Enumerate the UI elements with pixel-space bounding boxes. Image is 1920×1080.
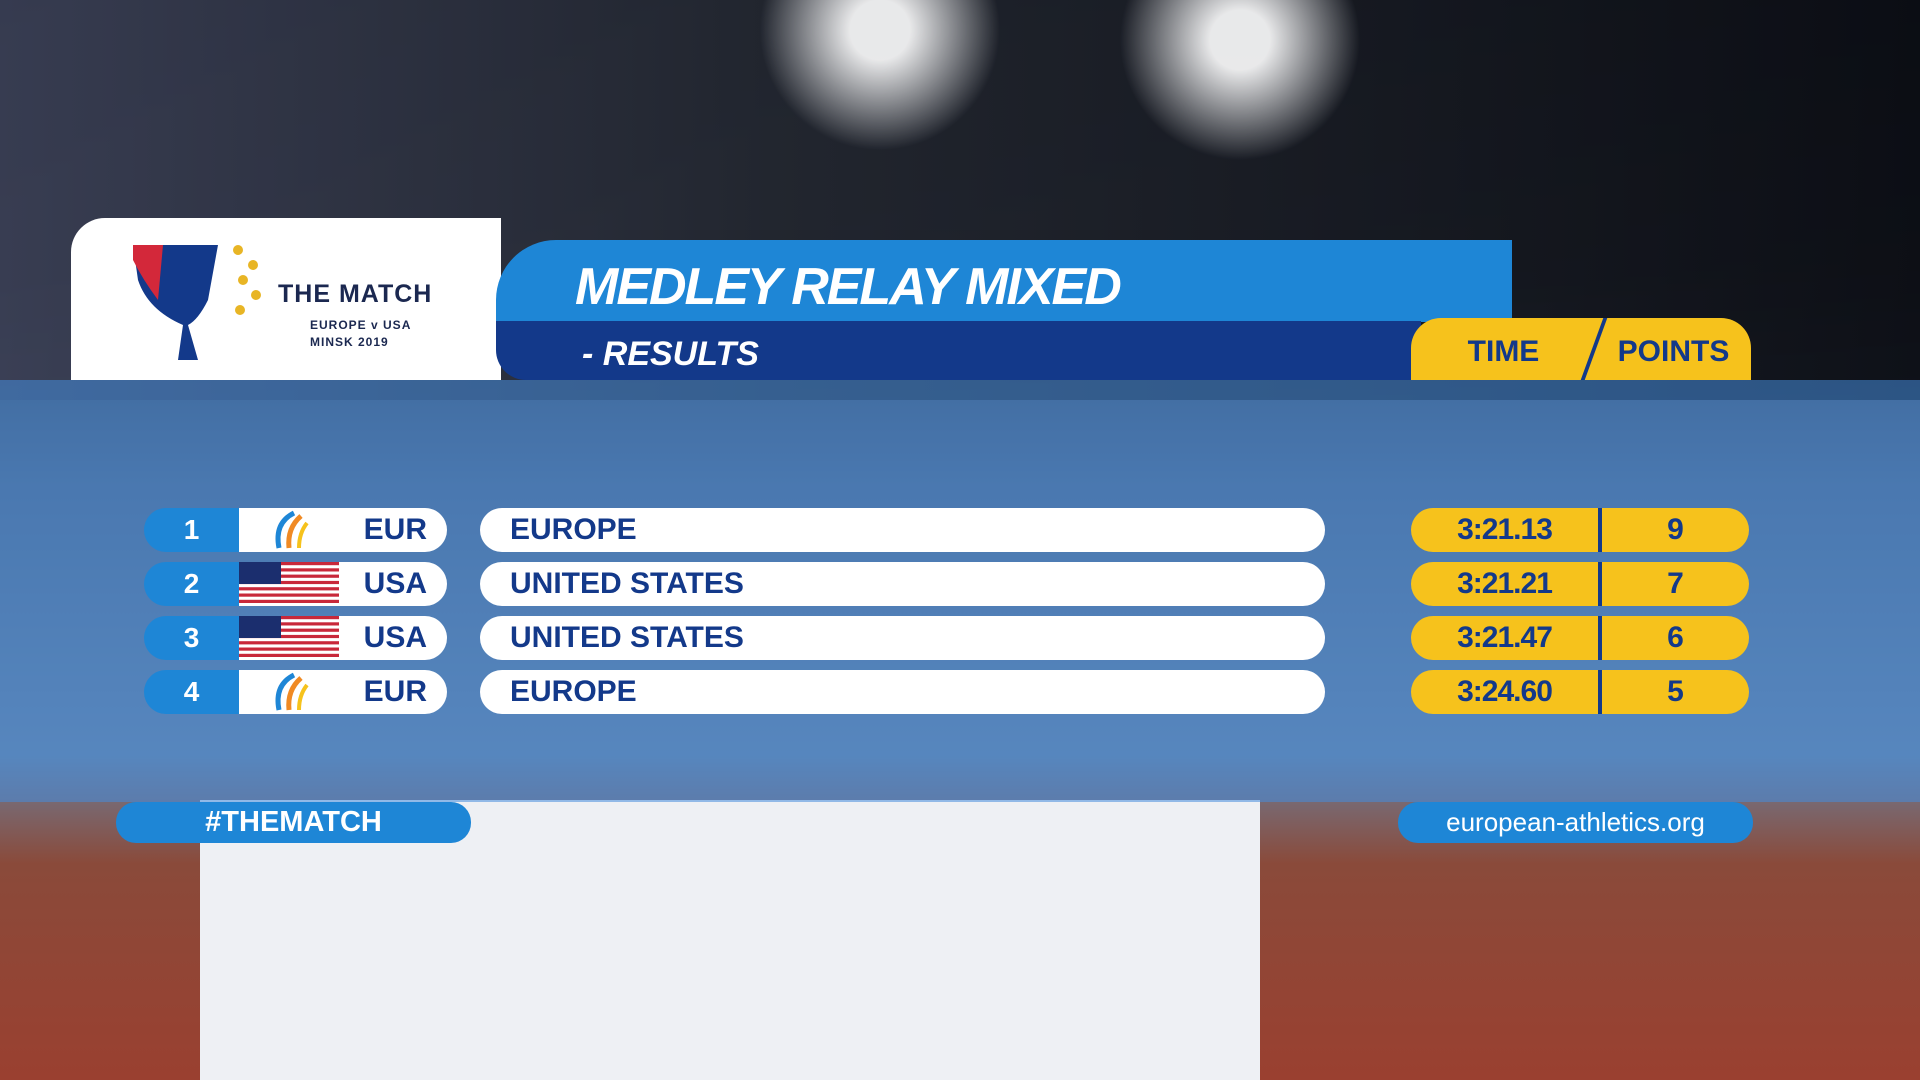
- flag: [239, 508, 339, 552]
- points: 6: [1598, 616, 1749, 660]
- rank: 2: [144, 562, 239, 606]
- team-name: EUROPE: [480, 508, 1325, 552]
- time: 3:21.21: [1411, 562, 1598, 606]
- flag: [239, 670, 339, 714]
- logo-line: MINSK 2019: [310, 335, 389, 349]
- time: 3:21.13: [1411, 508, 1598, 552]
- points-header: POINTS: [1617, 335, 1730, 368]
- logo-cup: [133, 245, 261, 360]
- hashtag: #THEMATCH: [116, 802, 471, 843]
- logo-line: EUROPE v USA: [310, 318, 412, 332]
- points: 5: [1598, 670, 1749, 714]
- team-name: UNITED STATES: [480, 562, 1325, 606]
- flag-banner: [200, 800, 1260, 1080]
- column-header: [1411, 318, 1751, 380]
- flag: [239, 616, 339, 660]
- time-header: TIME: [1467, 335, 1540, 368]
- time: 3:24.60: [1411, 670, 1598, 714]
- subtitle: - RESULTS: [582, 335, 759, 373]
- time: 3:21.47: [1411, 616, 1598, 660]
- logo-title: THE MATCH: [278, 280, 433, 308]
- team-name: UNITED STATES: [480, 616, 1325, 660]
- flag: [239, 562, 339, 606]
- subtitle-bar: [496, 321, 1421, 380]
- points: 7: [1598, 562, 1749, 606]
- rank: 1: [144, 508, 239, 552]
- title: MEDLEY RELAY MIXED: [575, 258, 1122, 316]
- url[interactable]: european-athletics.org: [1398, 802, 1753, 843]
- title-bar: [496, 240, 1512, 322]
- team-name: EUROPE: [480, 670, 1325, 714]
- points: 9: [1598, 508, 1749, 552]
- rank: 4: [144, 670, 239, 714]
- rank: 3: [144, 616, 239, 660]
